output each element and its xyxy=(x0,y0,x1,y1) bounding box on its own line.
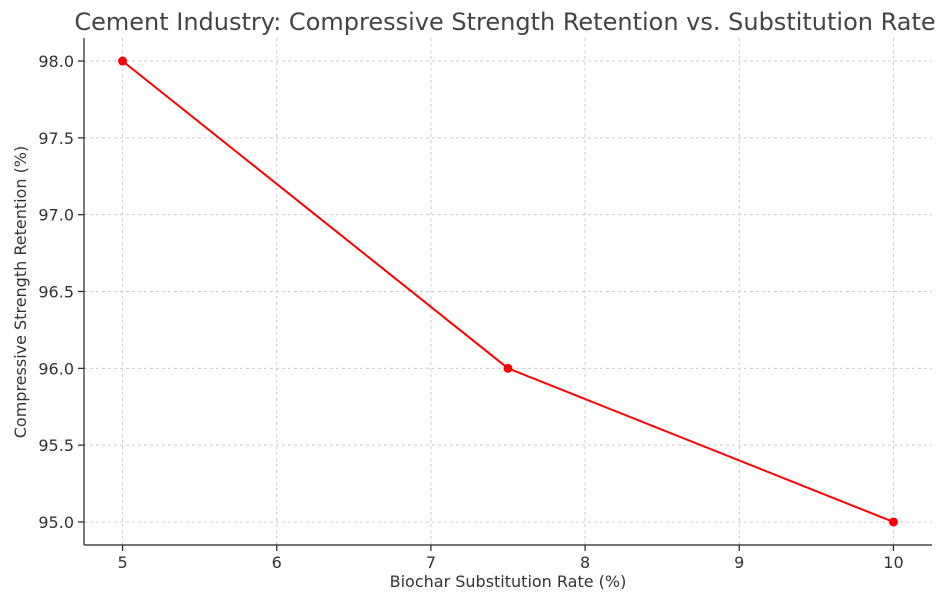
y-tick-label: 97.5 xyxy=(38,129,74,148)
y-ticks: 95.0 95.5 96.0 96.5 97.0 97.5 98.0 xyxy=(38,52,84,532)
x-tick-label: 10 xyxy=(883,553,903,572)
y-tick-label: 96.0 xyxy=(38,359,74,378)
y-tick-label: 95.0 xyxy=(38,513,74,532)
x-axis-label: Biochar Substitution Rate (%) xyxy=(390,572,627,591)
series-line xyxy=(121,60,894,523)
y-tick-label: 96.5 xyxy=(38,283,74,302)
y-tick-label: 95.5 xyxy=(38,436,74,455)
y-tick-label: 97.0 xyxy=(38,206,74,225)
x-tick-label: 5 xyxy=(117,553,127,572)
x-tick-label: 7 xyxy=(426,553,436,572)
chart-title: Cement Industry: Compressive Strength Re… xyxy=(74,8,935,36)
y-tick-label: 98.0 xyxy=(38,52,74,71)
y-axis-label: Compressive Strength Retention (%) xyxy=(11,146,30,439)
data-point xyxy=(888,517,898,527)
x-ticks: 5 6 7 8 9 10 xyxy=(117,545,904,572)
data-point xyxy=(503,363,513,373)
grid xyxy=(84,38,932,545)
x-tick-label: 8 xyxy=(580,553,590,572)
data-point xyxy=(118,56,128,66)
x-tick-label: 6 xyxy=(272,553,282,572)
series xyxy=(118,56,898,527)
x-tick-label: 9 xyxy=(734,553,744,572)
